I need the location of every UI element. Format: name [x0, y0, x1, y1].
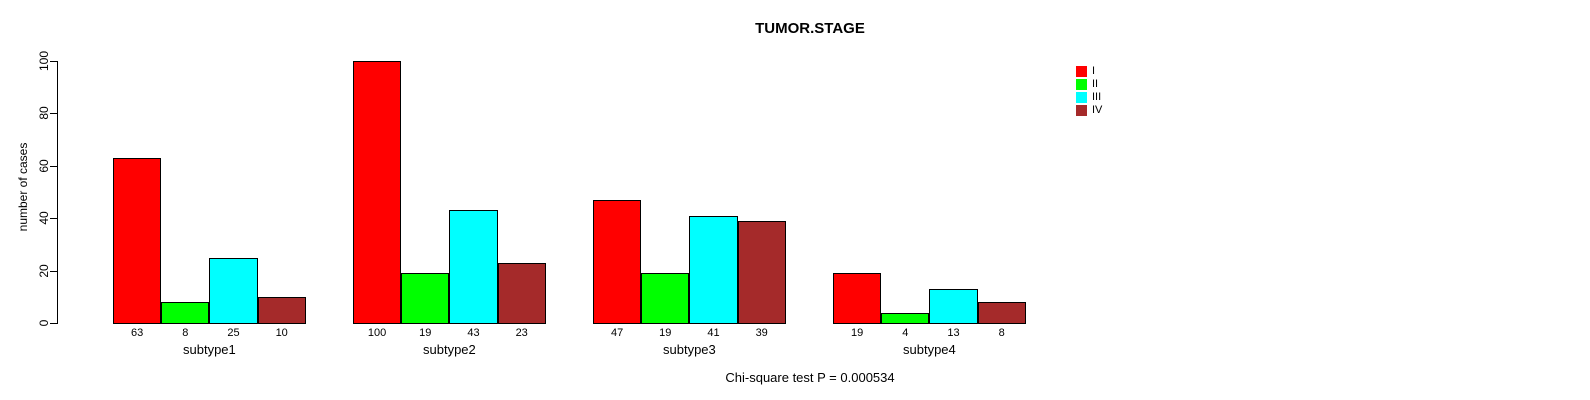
bar-II-subtype2 — [401, 273, 450, 324]
bar-III-subtype3 — [689, 215, 738, 324]
bar-II-subtype3 — [641, 273, 690, 324]
category-label-subtype4: subtype4 — [903, 342, 956, 357]
bar-value-label: 23 — [515, 327, 528, 339]
legend-swatch-III — [1076, 92, 1087, 103]
y-axis-tick — [50, 323, 57, 324]
category-label-subtype2: subtype2 — [423, 342, 476, 357]
bar-IV-subtype3 — [737, 220, 786, 324]
bar-I-subtype1 — [113, 157, 162, 324]
y-axis-label: number of cases — [16, 142, 30, 232]
bar-value-label: 47 — [610, 327, 624, 339]
legend-label: I — [1092, 65, 1096, 77]
y-tick-label: 20 — [37, 263, 51, 278]
legend-label: IV — [1092, 104, 1103, 116]
category-label-subtype1: subtype1 — [183, 342, 236, 357]
bar-value-label: 25 — [227, 327, 240, 339]
bar-III-subtype4 — [929, 288, 978, 324]
bar-value-label: 10 — [275, 327, 288, 339]
y-axis-tick — [50, 165, 57, 167]
legend-swatch-IV — [1076, 105, 1087, 116]
bar-value-label: 63 — [130, 327, 144, 339]
legend-label: II — [1092, 78, 1099, 90]
bar-IV-subtype2 — [497, 262, 546, 324]
bar-IV-subtype1 — [257, 296, 306, 324]
bar-I-subtype4 — [833, 273, 882, 324]
y-axis-tick — [50, 270, 57, 272]
legend-swatch-I — [1076, 66, 1087, 77]
bar-value-label: 19 — [419, 327, 432, 339]
legend-row-II: II — [1076, 78, 1102, 91]
bar-I-subtype3 — [593, 199, 642, 324]
bar-value-label: 41 — [707, 327, 720, 339]
legend-row-III: III — [1076, 91, 1102, 104]
y-axis-line — [57, 61, 58, 324]
y-tick-label: 40 — [37, 211, 51, 225]
y-tick-label: 60 — [37, 159, 51, 173]
chi-square-annotation: Chi-square test P = 0.000534 — [725, 370, 895, 385]
bar-value-label: 19 — [850, 327, 864, 339]
bar-II-subtype4 — [881, 312, 930, 324]
bar-value-label: 4 — [902, 327, 909, 339]
chart-title: TUMOR.STAGE — [755, 20, 865, 37]
y-axis-tick — [50, 218, 57, 220]
y-tick-label: 100 — [37, 50, 51, 72]
y-tick-label: 80 — [37, 106, 51, 121]
y-axis-tick — [50, 61, 57, 62]
bar-value-label: 13 — [947, 327, 960, 339]
bar-value-label: 43 — [467, 327, 480, 339]
bar-III-subtype2 — [449, 210, 498, 324]
bar-III-subtype1 — [209, 257, 258, 324]
bar-value-label: 8 — [998, 327, 1005, 339]
bar-value-label: 39 — [755, 327, 768, 339]
bar-I-subtype2 — [353, 61, 402, 324]
bar-IV-subtype4 — [977, 302, 1026, 324]
category-label-subtype3: subtype3 — [663, 342, 716, 357]
y-axis-tick — [50, 113, 57, 115]
legend-row-IV: IV — [1076, 104, 1102, 117]
bar-II-subtype1 — [161, 302, 210, 324]
legend: I II III IV — [1076, 65, 1102, 117]
legend-row-I: I — [1076, 65, 1102, 78]
bar-value-label: 19 — [659, 327, 672, 339]
legend-swatch-II — [1076, 79, 1087, 90]
y-tick-label: 0 — [37, 319, 51, 327]
bar-value-label: 100 — [367, 327, 387, 339]
legend-label: III — [1092, 91, 1102, 103]
bar-value-label: 8 — [182, 327, 189, 339]
